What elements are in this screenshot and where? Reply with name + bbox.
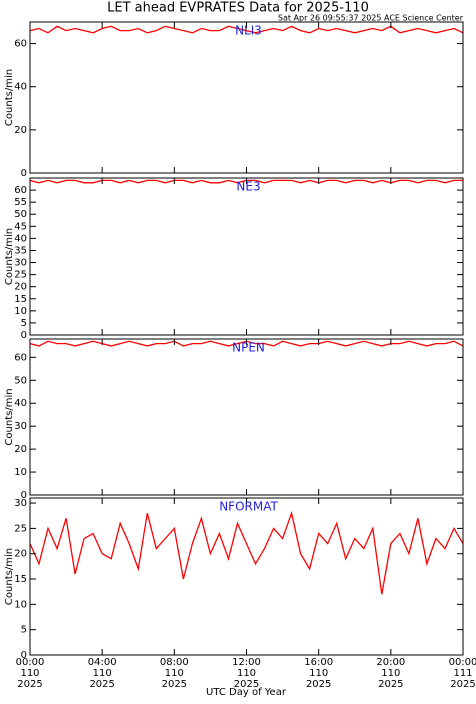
y-tick-label: 40 (14, 233, 27, 244)
x-tick-label: 20:00 110 2025 (376, 657, 405, 690)
y-tick-label: 20 (14, 282, 27, 293)
y-axis-label: Counts/min (4, 548, 15, 605)
y-tick-label: 10 (14, 467, 27, 478)
y-tick-label: 10 (14, 599, 27, 610)
y-tick-label: 20 (14, 549, 27, 560)
x-tick-label: 00:00 111 2025 (449, 657, 476, 690)
y-tick-label: 5 (21, 625, 27, 636)
y-tick-label: 40 (14, 82, 27, 93)
y-tick-label: 50 (14, 375, 27, 386)
y-tick-label: 0 (21, 650, 27, 661)
x-tick-label: 08:00 110 2025 (160, 657, 189, 690)
y-tick-label: 30 (14, 498, 27, 509)
y-tick-label: 20 (14, 444, 27, 455)
panel-label: NFORMAT (219, 500, 278, 514)
y-tick-label: 0 (21, 490, 27, 501)
y-tick-label: 15 (14, 294, 27, 305)
x-tick-label: 04:00 110 2025 (88, 657, 117, 690)
x-tick-label: 16:00 110 2025 (304, 657, 333, 690)
y-tick-label: 40 (14, 398, 27, 409)
y-tick-label: 60 (14, 352, 27, 363)
y-axis-label: Counts/min (4, 228, 15, 285)
panel-label: NE3 (236, 180, 260, 194)
y-tick-label: 30 (14, 421, 27, 432)
y-tick-label: 45 (14, 221, 27, 232)
panel-label: NLI3 (235, 24, 262, 38)
x-axis-label: UTC Day of Year (206, 687, 287, 698)
y-tick-label: 0 (21, 330, 27, 341)
x-tick-label: 00:00 110 2025 (16, 657, 45, 690)
y-axis-label: Counts/min (4, 388, 15, 445)
chart-title: LET ahead EVPRATES Data for 2025-110 (107, 1, 369, 16)
y-tick-label: 20 (14, 125, 27, 136)
y-tick-label: 50 (14, 209, 27, 220)
y-tick-label: 5 (21, 318, 27, 329)
y-tick-label: 60 (14, 39, 27, 50)
y-tick-label: 60 (14, 185, 27, 196)
data-line (29, 510, 464, 595)
timestamp: Sat Apr 26 09:55:37 2025 ACE Science Cen… (278, 14, 464, 23)
y-axis-label: Counts/min (4, 69, 15, 126)
y-tick-label: 25 (14, 270, 27, 281)
y-tick-label: 35 (14, 245, 27, 256)
x-tick-label: 12:00 110 2025 (232, 657, 261, 690)
y-tick-label: 30 (14, 258, 27, 269)
y-tick-label: 10 (14, 306, 27, 317)
y-tick-label: 55 (14, 197, 27, 208)
y-tick-label: 0 (21, 168, 27, 179)
y-tick-label: 25 (14, 523, 27, 534)
panel-label: NPEN (232, 341, 265, 355)
y-tick-label: 15 (14, 574, 27, 585)
